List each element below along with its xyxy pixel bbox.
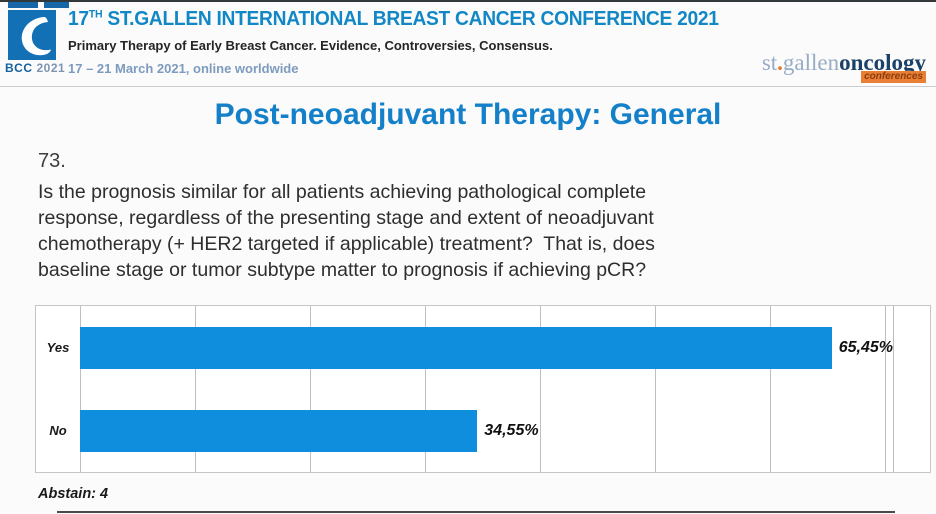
chart-gridlines: [80, 306, 894, 472]
bcc-logo: [8, 10, 56, 60]
window-remnant-mark: [44, 2, 69, 8]
chart-row: No 34,55%: [36, 389, 930, 472]
bcc-logo-drop-icon: [21, 16, 51, 56]
conference-title-number: 17: [68, 8, 89, 30]
slide-title: Post-neoadjuvant Therapy: General: [214, 98, 722, 131]
chart-bar-value-label: 65,45%: [838, 338, 893, 356]
conference-title-ordinal: TH: [88, 8, 103, 21]
chart-bar-track: 65,45%: [80, 306, 893, 389]
chart-gridline: [769, 306, 771, 472]
chart-rows: Yes 65,45% No 34,55%: [36, 306, 930, 472]
conference-title-text: ST.GALLEN INTERNATIONAL BREAST CANCER CO…: [102, 8, 719, 30]
top-edge-line: [0, 0, 936, 2]
chart-gridline: [80, 306, 81, 472]
question-number: 73.: [38, 150, 66, 172]
conference-title: 17TH ST.GALLEN INTERNATIONAL BREAST CANC…: [68, 8, 719, 31]
brand-gallen: gallen: [782, 50, 840, 75]
chart-gridline: [539, 306, 541, 472]
bcc-label: BCC: [5, 61, 33, 75]
question-text: Is the prognosis similar for all patient…: [38, 181, 655, 281]
chart-gridline: [884, 306, 886, 472]
abstain-note: Abstain: 4: [38, 486, 109, 502]
chart-bar-track: 34,55%: [80, 389, 893, 472]
chart-gridline: [424, 306, 426, 472]
bcc-year: 2021: [36, 61, 66, 75]
poll-results-chart: Yes 65,45% No 34,55%: [35, 305, 931, 473]
window-remnant-mark: [8, 2, 38, 8]
chart-bar-value-label: 34,55%: [484, 421, 539, 439]
bottom-edge-line: [57, 511, 895, 513]
conference-dates: 17 – 21 March 2021, online worldwide: [68, 61, 299, 76]
brand-conferences-badge: conferences: [861, 71, 926, 83]
chart-category-label: No: [49, 423, 67, 438]
chart-bar: [80, 409, 478, 452]
chart-row: Yes 65,45%: [36, 306, 930, 389]
stgallen-oncology-logo: st.gallenoncology conferences: [761, 50, 926, 83]
header-divider: [0, 86, 936, 87]
brand-dot: .: [777, 50, 783, 75]
chart-gridline: [654, 306, 656, 472]
chart-bar: [80, 326, 832, 369]
chart-gridline: [309, 306, 311, 472]
chart-category-label: Yes: [46, 340, 70, 355]
brand-st: st: [761, 50, 778, 75]
brand-oncology: oncology: [839, 50, 926, 75]
chart-gridline: [194, 306, 196, 472]
conference-subtitle: Primary Therapy of Early Breast Cancer. …: [68, 38, 553, 53]
bcc-logo-caption: BCC 2021: [5, 61, 83, 75]
